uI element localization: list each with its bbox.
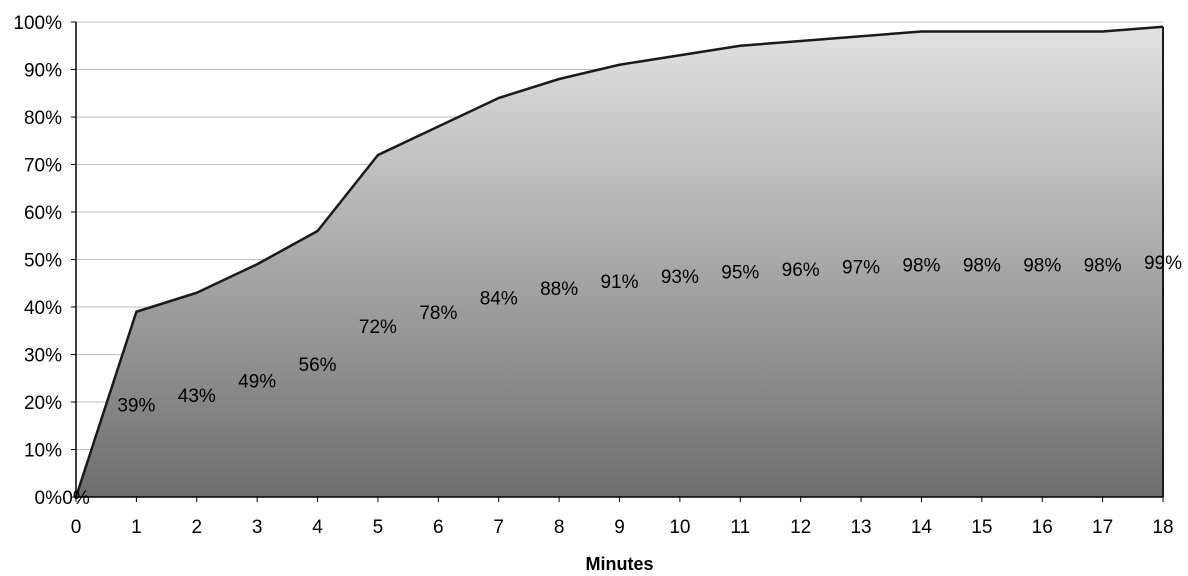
series-line bbox=[74, 25, 1164, 498]
x-tick-label: 11 bbox=[730, 517, 750, 538]
data-label: 98% bbox=[1023, 255, 1061, 276]
y-tick-label: 70% bbox=[24, 156, 62, 177]
y-tick-label: 50% bbox=[24, 251, 62, 272]
data-label: 78% bbox=[419, 303, 457, 324]
data-label: 93% bbox=[661, 267, 699, 288]
axes: 0%10%20%30%40%50%60%70%80%90%100%0 1 2 3 4 5 6… bbox=[13, 13, 1173, 538]
x-tick-label: 5 bbox=[373, 517, 384, 538]
data-label: 97% bbox=[842, 258, 880, 279]
area-fill bbox=[76, 26, 1163, 497]
y-tick-label: 90% bbox=[24, 61, 62, 82]
x-tick-label: 9 bbox=[614, 517, 625, 538]
y-tick-label: 20% bbox=[24, 393, 62, 414]
x-tick-label: 3 bbox=[252, 517, 263, 538]
x-tick-label: 0 bbox=[71, 517, 82, 538]
data-label: 39% bbox=[117, 395, 155, 416]
x-tick-label: 12 bbox=[790, 517, 811, 538]
data-label: 0% bbox=[62, 488, 90, 509]
data-label: 98% bbox=[1084, 255, 1122, 276]
x-tick-label: 8 bbox=[554, 517, 565, 538]
x-tick-label: 15 bbox=[971, 517, 992, 538]
x-tick-label: 14 bbox=[911, 517, 933, 538]
x-tick-label: 17 bbox=[1092, 517, 1113, 538]
y-tick-label: 60% bbox=[24, 203, 62, 224]
data-label: 99% bbox=[1144, 253, 1182, 274]
x-tick-label: 16 bbox=[1032, 517, 1053, 538]
y-tick-label: 80% bbox=[24, 108, 62, 129]
x-tick-label: 6 bbox=[433, 517, 444, 538]
data-label: 98% bbox=[902, 255, 940, 276]
x-tick-label: 1 bbox=[131, 517, 142, 538]
y-tick-label: 0% bbox=[35, 488, 63, 509]
plot-area bbox=[74, 25, 1164, 498]
y-tick-label: 10% bbox=[24, 441, 62, 462]
x-tick-label: 7 bbox=[493, 517, 504, 538]
y-tick-label: 40% bbox=[24, 298, 62, 319]
x-tick-label: 18 bbox=[1152, 517, 1173, 538]
data-label: 49% bbox=[238, 372, 276, 393]
y-tick-label: 100% bbox=[13, 13, 62, 34]
x-tick-label: 2 bbox=[191, 517, 202, 538]
data-label: 91% bbox=[600, 272, 638, 293]
data-label: 96% bbox=[782, 260, 820, 281]
data-label: 95% bbox=[721, 262, 759, 283]
y-tick-label: 30% bbox=[24, 346, 62, 367]
data-label: 84% bbox=[480, 289, 518, 310]
data-labels: 0% 39% 43% 49% 56% 72% 78% 84% 88% 91% 93% 95% 96% 97… bbox=[62, 253, 1182, 509]
data-label: 43% bbox=[178, 386, 216, 407]
x-tick-label: 10 bbox=[669, 517, 690, 538]
x-axis-title: Minutes bbox=[585, 554, 653, 574]
data-label: 72% bbox=[359, 317, 397, 338]
data-label: 56% bbox=[299, 355, 337, 376]
x-tick-label: 4 bbox=[312, 517, 323, 538]
x-tick-label: 13 bbox=[850, 517, 871, 538]
data-label: 88% bbox=[540, 279, 578, 300]
data-label: 98% bbox=[963, 255, 1001, 276]
